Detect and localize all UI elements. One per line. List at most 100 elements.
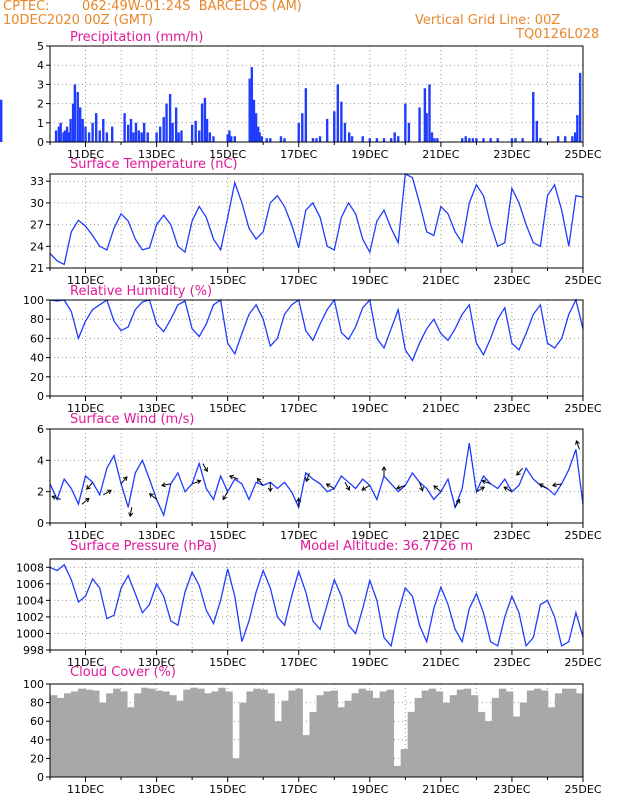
precip-bar (425, 113, 428, 142)
x-tick-label: 19DEC (351, 274, 388, 287)
x-tick-label: 21DEC (422, 656, 459, 669)
cloud-bar (512, 716, 521, 777)
precip-bar (205, 118, 209, 142)
cloud-bar (295, 688, 303, 777)
precip-bar (576, 115, 579, 142)
precip-bar (212, 136, 215, 142)
cloud-bar (141, 687, 149, 777)
x-tick-label: 23DEC (493, 529, 530, 542)
wind-arrow-head (305, 477, 310, 483)
wind-arrow (81, 498, 90, 505)
cloud-bar (358, 688, 366, 777)
cloud-bar (484, 721, 493, 777)
precip-bar (142, 122, 146, 142)
wind-arrow (503, 486, 513, 493)
precip-bar (203, 97, 207, 142)
wind-arrow (552, 483, 562, 486)
cloud-bar (225, 691, 233, 777)
wind-arrow-head (84, 497, 90, 503)
cloud-bar (568, 688, 577, 777)
wind-arrow-head (148, 493, 154, 498)
wind-arrow-head (480, 486, 486, 491)
wind-arrow-head (160, 482, 166, 488)
precip-bar (110, 126, 114, 142)
header-grid-note: Vertical Grid Line: 00Z (415, 13, 561, 28)
cloud-bar (71, 691, 79, 777)
wind-arrow-head (481, 479, 487, 485)
cloud-bar (309, 711, 317, 777)
precip-bar (539, 138, 542, 142)
wind-arrow (86, 481, 94, 490)
precip-bar (436, 138, 439, 142)
precip-bar (347, 132, 351, 142)
wind-arrow-head (122, 476, 128, 481)
x-tick-label: 19DEC (351, 402, 388, 415)
cloud-bar (169, 695, 177, 777)
wind-arrow-head (419, 486, 424, 492)
precip-bar (190, 124, 194, 142)
precip-bar (389, 138, 393, 142)
precip-panel: 0 1 2 3 4 5 11DEC 13DEC 15DEC 17DEC 19DEC 21DEC 23DE… (0, 30, 602, 161)
cloud-frame (49, 683, 584, 778)
precip-bar (180, 130, 183, 142)
wind-arrow (481, 480, 491, 485)
pres-series-line (49, 563, 584, 648)
wind-arrow-head (433, 485, 439, 490)
x-tick-label: 15DEC (209, 656, 246, 669)
precip-bar (168, 94, 172, 142)
y-tick-label: 5 (37, 40, 44, 53)
precip-bar (62, 132, 65, 142)
cloud-bar (407, 711, 416, 777)
cloud-bar (120, 691, 128, 777)
cloud-bar (246, 691, 254, 777)
x-tick-label: 13DEC (138, 274, 175, 287)
wind-frame (49, 428, 584, 524)
precip-bar (140, 132, 143, 142)
cloud-bar (197, 688, 205, 777)
cloud-bar (78, 688, 86, 777)
cloud-bar (428, 688, 437, 777)
x-tick-label: 23DEC (493, 148, 530, 161)
cloud-bar (477, 711, 486, 777)
precip-bar (311, 138, 315, 142)
header-source: CPTEC: (3, 0, 50, 14)
rh-series-line (49, 298, 584, 362)
precip-bar (165, 103, 168, 142)
wind-arrow-head (51, 495, 57, 500)
y-tick-label: 80 (30, 313, 44, 326)
y-tick-label: 2 (37, 486, 44, 499)
cloud-bar (183, 689, 191, 777)
precip-bar (129, 118, 133, 142)
y-tick-label: 33 (30, 175, 44, 188)
rh-title: Relative Humidity (%) (70, 284, 212, 299)
y-tick-label: 60 (30, 715, 44, 728)
cloud-panel: 0 20 40 60 80 100 11DEC 13DEC 15DEC 17DEC 19DEC 21D… (23, 665, 602, 796)
cloud-bar (162, 691, 170, 777)
precip-bar (514, 138, 517, 142)
x-tick-label: 25DEC (564, 656, 601, 669)
x-tick-label: 25DEC (564, 274, 601, 287)
precip-bar (73, 84, 77, 142)
x-tick-label: 25DEC (564, 529, 601, 542)
cloud-bar (540, 690, 549, 777)
y-tick-label: 4 (37, 59, 44, 72)
precip-bar (155, 132, 158, 142)
x-tick-label: 17DEC (280, 148, 317, 161)
wind-arrow (539, 483, 548, 489)
x-tick-label: 21DEC (422, 148, 459, 161)
precip-bar (171, 122, 174, 142)
wind-arrow-head (455, 498, 461, 504)
cloud-title: Cloud Cover (%) (70, 665, 176, 680)
precip-bar (573, 132, 577, 142)
temp-panel: 21 24 27 30 33 11DEC 13DEC 15DEC 17DEC 19DEC 21DEC… (30, 157, 602, 287)
wind-arrow (202, 463, 208, 472)
precip-bar (343, 122, 347, 142)
cloud-bar (533, 688, 542, 777)
precip-bar (283, 138, 286, 142)
precip-bar (375, 138, 379, 142)
precip-bar (59, 122, 62, 142)
precip-bar (301, 113, 304, 142)
precip-bar (252, 99, 256, 142)
x-tick-label: 21DEC (422, 402, 459, 415)
